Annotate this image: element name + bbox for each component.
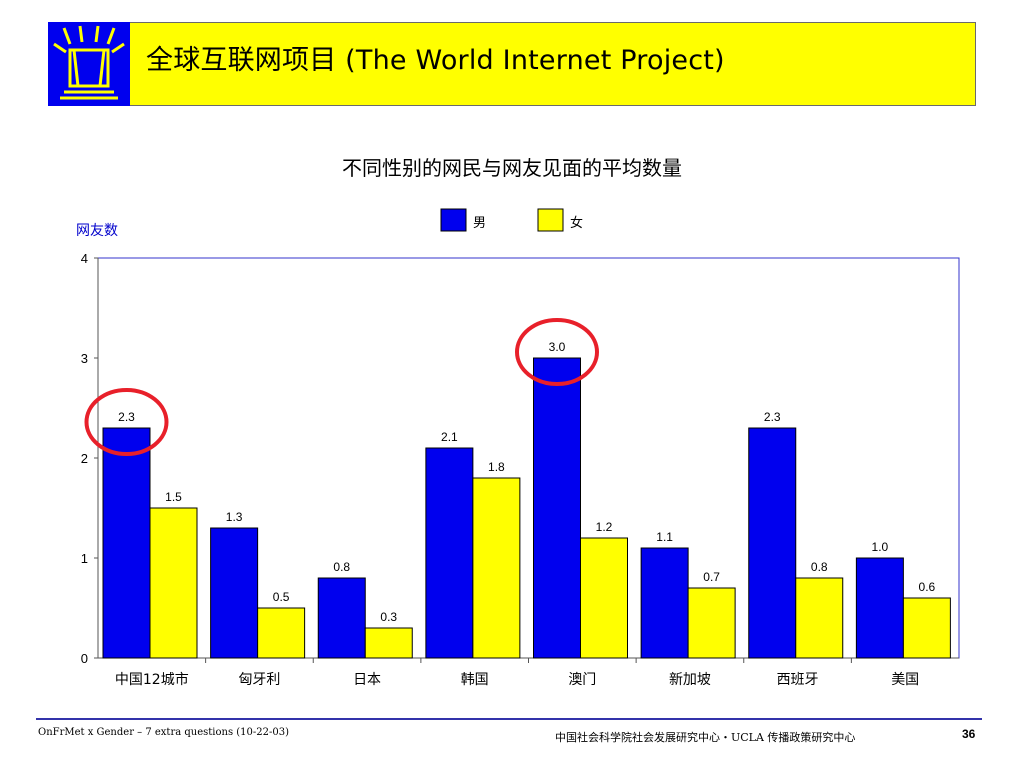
bar: [425, 447, 474, 659]
bar: [687, 587, 736, 659]
category-label: 匈牙利: [238, 672, 280, 688]
data-label: 0.6: [919, 580, 936, 594]
data-label: 0.7: [703, 570, 720, 584]
bar-chart: 0 1 2 3 4 网友数 男 女 2.3 1.5 中国12城市 1.3 0.5 匈牙利 0.8 0.3 日本 2…: [76, 208, 960, 688]
footer-organizations: 中国社会科学院社会发展研究中心・UCLA 传播政策研究中心: [555, 731, 856, 744]
category-label: 日本: [353, 672, 381, 688]
data-label: 0.8: [811, 560, 828, 574]
footer-divider: [36, 718, 982, 720]
data-label: 3.0: [549, 340, 566, 354]
bar: [317, 577, 366, 659]
bar: [472, 477, 521, 659]
bar: [855, 557, 904, 659]
data-label: 1.2: [596, 520, 613, 534]
bar: [102, 427, 151, 659]
bar: [902, 597, 951, 659]
legend-label: 男: [473, 216, 486, 231]
logo: [48, 22, 130, 106]
header-bar: [48, 22, 976, 106]
chart-title: 不同性别的网民与网友见面的平均数量: [342, 156, 682, 180]
data-label: 1.5: [165, 490, 182, 504]
data-label: 1.8: [488, 460, 505, 474]
page-number: 36: [962, 727, 976, 741]
header-title: 全球互联网项目 (The World Internet Project): [146, 45, 725, 76]
category-label: 澳门: [568, 672, 596, 688]
highlight-circle: [84, 388, 169, 456]
data-label: 0.3: [380, 610, 397, 624]
legend-swatch: [537, 208, 564, 232]
y-tick-label: 0: [81, 651, 88, 666]
bar: [210, 527, 259, 659]
y-tick-label: 1: [81, 551, 88, 566]
bar: [257, 607, 306, 659]
bar: [149, 507, 198, 659]
legend-swatch: [440, 208, 467, 232]
bar: [364, 627, 413, 659]
data-label: 2.1: [441, 430, 458, 444]
y-axis-label: 网友数: [76, 223, 118, 239]
data-label: 2.3: [764, 410, 781, 424]
y-tick-label: 4: [81, 251, 88, 266]
data-label: 1.1: [656, 530, 673, 544]
y-tick-label: 2: [81, 451, 88, 466]
category-label: 美国: [891, 672, 919, 688]
y-tick-label: 3: [81, 351, 88, 366]
category-label: 中国12城市: [115, 671, 189, 688]
data-label: 1.0: [872, 540, 889, 554]
bar: [795, 577, 844, 659]
data-label: 0.5: [273, 590, 290, 604]
bar: [748, 427, 797, 659]
category-label: 韩国: [461, 672, 489, 688]
bar: [533, 357, 581, 659]
footer-note: OnFrMet x Gender – 7 extra questions (10…: [38, 727, 289, 738]
logo-emblem: [53, 25, 125, 100]
bar: [580, 537, 628, 659]
data-label: 2.3: [118, 410, 135, 424]
category-label: 新加坡: [669, 672, 711, 688]
data-label: 1.3: [226, 510, 243, 524]
legend-label: 女: [570, 215, 583, 231]
bar: [640, 547, 689, 659]
category-label: 西班牙: [777, 672, 819, 688]
data-label: 0.8: [333, 560, 350, 574]
highlight-circle: [515, 318, 599, 386]
